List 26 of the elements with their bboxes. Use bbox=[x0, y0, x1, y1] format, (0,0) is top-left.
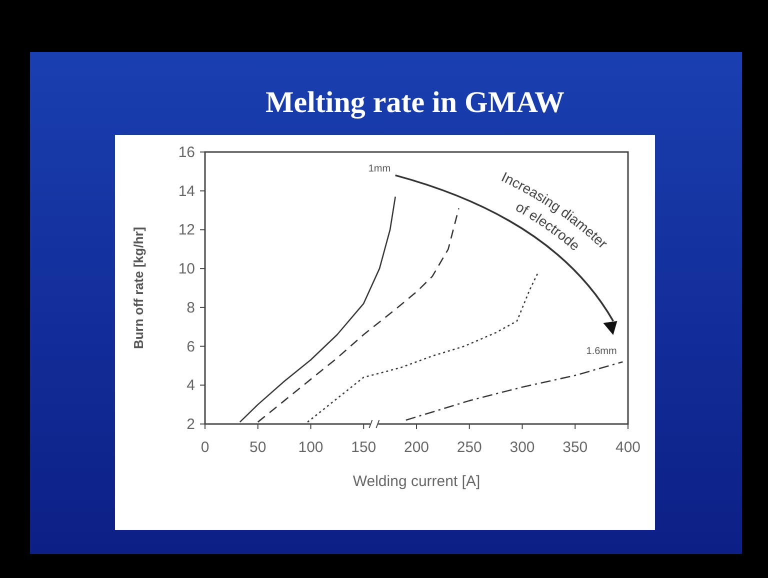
x-tick-label: 250 bbox=[456, 439, 482, 456]
y-tick-label: 14 bbox=[178, 182, 195, 200]
y-axis-title: Burn off rate [kg/hr] bbox=[131, 226, 146, 350]
line-series bbox=[405, 361, 624, 421]
line-series bbox=[239, 196, 396, 423]
x-tick-label: 350 bbox=[562, 439, 588, 456]
y-tick-label: 4 bbox=[186, 377, 195, 394]
x-tick-label: 100 bbox=[298, 439, 324, 456]
y-tick-label: 16 bbox=[178, 144, 195, 161]
y-tick-label: 2 bbox=[186, 416, 195, 433]
line-series bbox=[306, 272, 539, 423]
x-axis-title: Welding current [A] bbox=[352, 473, 480, 490]
chart-title: Melting rate in GMAW bbox=[265, 86, 565, 119]
x-tick-label: 150 bbox=[351, 439, 376, 456]
y-tick-label: 12 bbox=[178, 222, 195, 239]
x-tick-label: 50 bbox=[250, 439, 266, 456]
annotation: 1.6mm bbox=[586, 346, 617, 358]
line-series bbox=[257, 208, 460, 423]
x-tick-label: 0 bbox=[200, 439, 210, 456]
annotation: 1mm bbox=[368, 163, 391, 174]
y-tick-label: 8 bbox=[186, 299, 195, 316]
y-tick-label: 6 bbox=[186, 338, 195, 356]
x-tick-label: 400 bbox=[615, 439, 641, 456]
x-tick-label: 200 bbox=[404, 439, 430, 456]
y-tick-label: 10 bbox=[178, 260, 195, 278]
x-tick-label: 300 bbox=[510, 439, 535, 456]
